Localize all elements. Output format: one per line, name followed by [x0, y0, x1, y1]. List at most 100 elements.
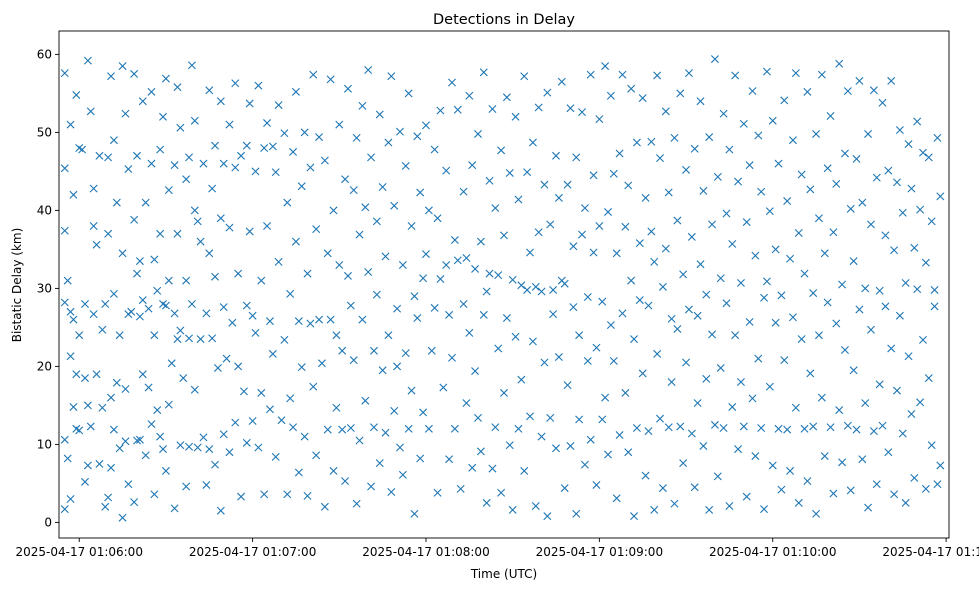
data-point — [635, 239, 644, 248]
data-point — [757, 187, 766, 196]
data-point — [404, 89, 413, 98]
data-point — [283, 198, 292, 207]
data-point — [315, 315, 324, 324]
data-point — [910, 243, 919, 252]
data-point — [60, 226, 69, 235]
data-point — [260, 144, 269, 152]
data-point — [682, 358, 691, 367]
data-point — [254, 443, 263, 452]
data-point — [323, 425, 332, 434]
data-point — [416, 454, 425, 463]
data-point — [421, 250, 430, 259]
data-point — [156, 229, 165, 238]
data-point — [736, 278, 745, 287]
data-point — [884, 448, 893, 457]
data-point — [173, 83, 182, 92]
data-point — [170, 161, 179, 170]
data-point — [407, 222, 416, 230]
data-point — [722, 299, 731, 308]
data-point — [488, 464, 497, 473]
data-point — [800, 269, 809, 278]
data-point — [239, 387, 248, 396]
data-point — [289, 423, 298, 432]
data-point — [118, 62, 127, 71]
data-point — [661, 107, 670, 116]
y-tick-label: 0 — [44, 515, 52, 529]
data-point — [575, 415, 584, 424]
data-point — [112, 198, 121, 207]
data-point — [60, 298, 69, 307]
data-point — [592, 343, 601, 352]
data-point — [147, 159, 156, 168]
data-point — [615, 149, 624, 158]
data-point — [803, 477, 812, 486]
data-point — [864, 503, 873, 512]
data-point — [86, 422, 95, 431]
data-point — [286, 289, 295, 298]
data-point — [843, 87, 852, 96]
data-point — [196, 237, 205, 246]
data-point — [211, 272, 220, 281]
data-point — [878, 421, 887, 430]
data-point — [840, 346, 849, 355]
data-point — [892, 178, 901, 187]
data-point — [661, 244, 670, 253]
data-point — [601, 62, 610, 71]
data-point — [734, 445, 743, 454]
data-point — [208, 184, 217, 193]
data-point — [777, 485, 786, 494]
data-point — [176, 326, 185, 335]
data-point — [840, 149, 849, 158]
data-point — [317, 359, 326, 368]
data-point — [341, 477, 350, 486]
data-point — [159, 112, 168, 121]
data-point — [280, 129, 289, 138]
data-point — [653, 71, 662, 80]
data-point — [786, 254, 795, 263]
data-point — [812, 509, 821, 518]
data-point — [141, 451, 150, 460]
data-point — [708, 220, 717, 229]
data-point — [401, 161, 410, 170]
data-point — [211, 141, 220, 150]
data-point — [419, 274, 428, 283]
data-point — [913, 117, 922, 126]
data-point — [598, 415, 607, 424]
data-point — [430, 145, 439, 154]
data-point — [381, 428, 390, 437]
data-point — [216, 214, 225, 223]
data-point — [797, 335, 806, 344]
data-point — [832, 319, 841, 328]
data-point — [257, 388, 266, 397]
data-point — [306, 163, 315, 172]
data-point — [367, 482, 376, 491]
data-point — [549, 310, 558, 319]
data-point — [881, 302, 890, 311]
data-point — [858, 455, 867, 464]
data-point — [523, 285, 532, 294]
data-point — [222, 354, 231, 363]
data-point — [777, 291, 786, 300]
data-point — [355, 436, 364, 445]
data-point — [424, 424, 433, 433]
data-point — [277, 416, 286, 425]
data-point — [673, 324, 682, 333]
data-point — [375, 459, 384, 468]
data-point — [664, 423, 673, 432]
data-point — [164, 186, 173, 195]
data-point — [323, 249, 332, 258]
data-point — [421, 121, 430, 130]
data-point — [326, 75, 335, 84]
data-point — [528, 138, 537, 147]
data-point — [410, 292, 419, 301]
data-point — [150, 255, 159, 264]
data-point — [638, 369, 647, 378]
data-point — [583, 292, 592, 301]
data-point — [731, 331, 740, 340]
data-point — [107, 393, 116, 402]
data-point — [153, 406, 162, 415]
data-point — [919, 335, 927, 344]
data-point — [242, 141, 251, 150]
data-point — [147, 420, 156, 429]
data-point — [491, 423, 500, 432]
